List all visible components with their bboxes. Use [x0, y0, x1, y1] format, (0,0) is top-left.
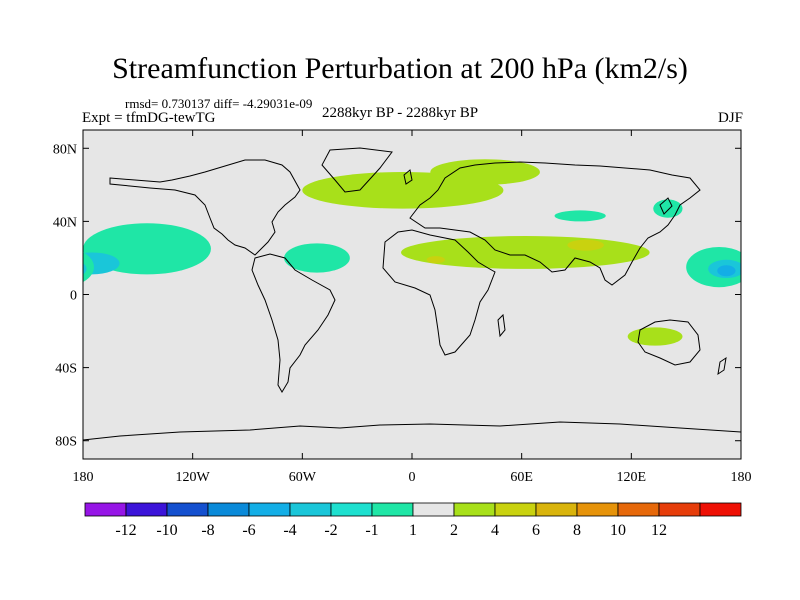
chart-title: Streamfunction Perturbation at 200 hPa (…: [112, 52, 688, 85]
lon-tick-label: 120W: [176, 470, 211, 485]
colorbar-swatch: [576, 502, 619, 517]
colorbar-swatch: [330, 502, 373, 517]
colorbar-swatch: [207, 502, 250, 517]
lon-tick-label: 180: [731, 470, 752, 485]
anomaly-layer: [83, 159, 741, 346]
lon-tick-label: 0: [409, 470, 416, 485]
colorbar-swatch: [84, 502, 127, 517]
colorbar-label: -12: [115, 522, 136, 539]
colorbar-label: -4: [283, 522, 296, 539]
experiment-label: Expt = tfmDG-tewTG: [82, 110, 216, 126]
west-pacific-negative-wrap: [83, 252, 94, 283]
asia-positive-core: [567, 239, 604, 251]
colorbar-label: -8: [201, 522, 214, 539]
colorbar-label: 1: [409, 522, 417, 539]
west-pacific-negative-core-wrap: [83, 263, 87, 275]
africa-positive-core: [426, 256, 445, 264]
west-pacific-negative-inner: [717, 265, 736, 277]
lon-tick-label: 180: [73, 470, 94, 485]
colorbar-label: -1: [365, 522, 378, 539]
lon-tick-label: 120E: [617, 470, 647, 485]
britain-coastline: [403, 169, 413, 185]
australia-positive: [627, 327, 683, 346]
south-america-coastline: [251, 253, 336, 393]
colorbar-label: 2: [450, 522, 458, 539]
season-label: DJF: [717, 110, 743, 126]
colorbar-swatch: [535, 502, 578, 517]
japan-coastline: [659, 197, 673, 215]
colorbar-label: 8: [573, 522, 581, 539]
colorbar-swatch: [166, 502, 209, 517]
colorbar-label: 12: [651, 522, 667, 539]
lat-tick-label: 40N: [53, 215, 77, 230]
australia-coastline: [637, 319, 701, 366]
colorbar-swatch: [412, 502, 455, 517]
lat-tick-label: 0: [70, 289, 77, 304]
colorbar-swatch: [289, 502, 332, 517]
lon-tick-label: 60W: [289, 470, 317, 485]
colorbar-swatch: [617, 502, 660, 517]
new-zealand-coastline: [717, 356, 727, 376]
lat-tick-label: 80S: [55, 435, 77, 450]
northeast-europe-positive: [430, 159, 540, 185]
madagascar-coastline: [497, 313, 506, 338]
colorbar-swatch: [658, 502, 701, 517]
colorbar-label: 4: [491, 522, 499, 539]
eurasia-coastline: [409, 161, 701, 286]
period-label: 2288kyr BP - 2288kyr BP: [322, 105, 479, 121]
central-asia-negative: [554, 210, 606, 222]
coastline-layer: [83, 147, 741, 441]
colorbar-label: -6: [242, 522, 255, 539]
colorbar-swatch: [125, 502, 168, 517]
africa-coastline: [382, 229, 496, 356]
colorbar-swatch: [699, 502, 742, 517]
north-america-coastline: [109, 159, 301, 256]
greenland-coastline: [321, 147, 393, 193]
colorbar-label: 6: [532, 522, 540, 539]
colorbar-swatch: [371, 502, 414, 517]
colorbar: -12 -10 -8 -6 -4 -2 -1 1 2 4 6 8 10 12: [84, 502, 742, 539]
lat-tick-label: 80N: [53, 142, 77, 157]
lon-tick-label: 60E: [510, 470, 533, 485]
stats-text: rmsd= 0.730137 diff= -4.29031e-09: [125, 96, 313, 111]
axis-ticks: 80N 40N 0 40S 80S 180 120W 60W 0 60E 120E 180: [53, 130, 752, 485]
lat-tick-label: 40S: [55, 362, 77, 377]
colorbar-swatch: [494, 502, 537, 517]
colorbar-label: -10: [156, 522, 177, 539]
eurasia-tropical-positive-band: [401, 236, 650, 269]
colorbar-label: -2: [324, 522, 337, 539]
colorbar-label: 10: [610, 522, 626, 539]
antarctica-coastline: [83, 421, 741, 441]
colorbar-swatch: [248, 502, 291, 517]
caribbean-negative: [284, 243, 350, 273]
colorbar-swatch: [453, 502, 496, 517]
